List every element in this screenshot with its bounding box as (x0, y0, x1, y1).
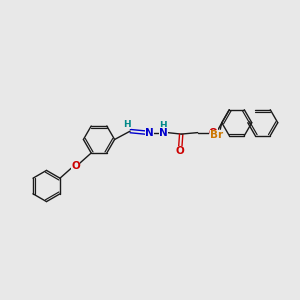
Text: Br: Br (210, 130, 223, 140)
Text: N: N (159, 128, 168, 138)
Text: O: O (71, 160, 80, 171)
Text: O: O (176, 146, 185, 156)
Text: H: H (123, 120, 131, 129)
Text: H: H (159, 122, 167, 130)
Text: N: N (145, 128, 154, 138)
Text: O: O (209, 128, 218, 138)
